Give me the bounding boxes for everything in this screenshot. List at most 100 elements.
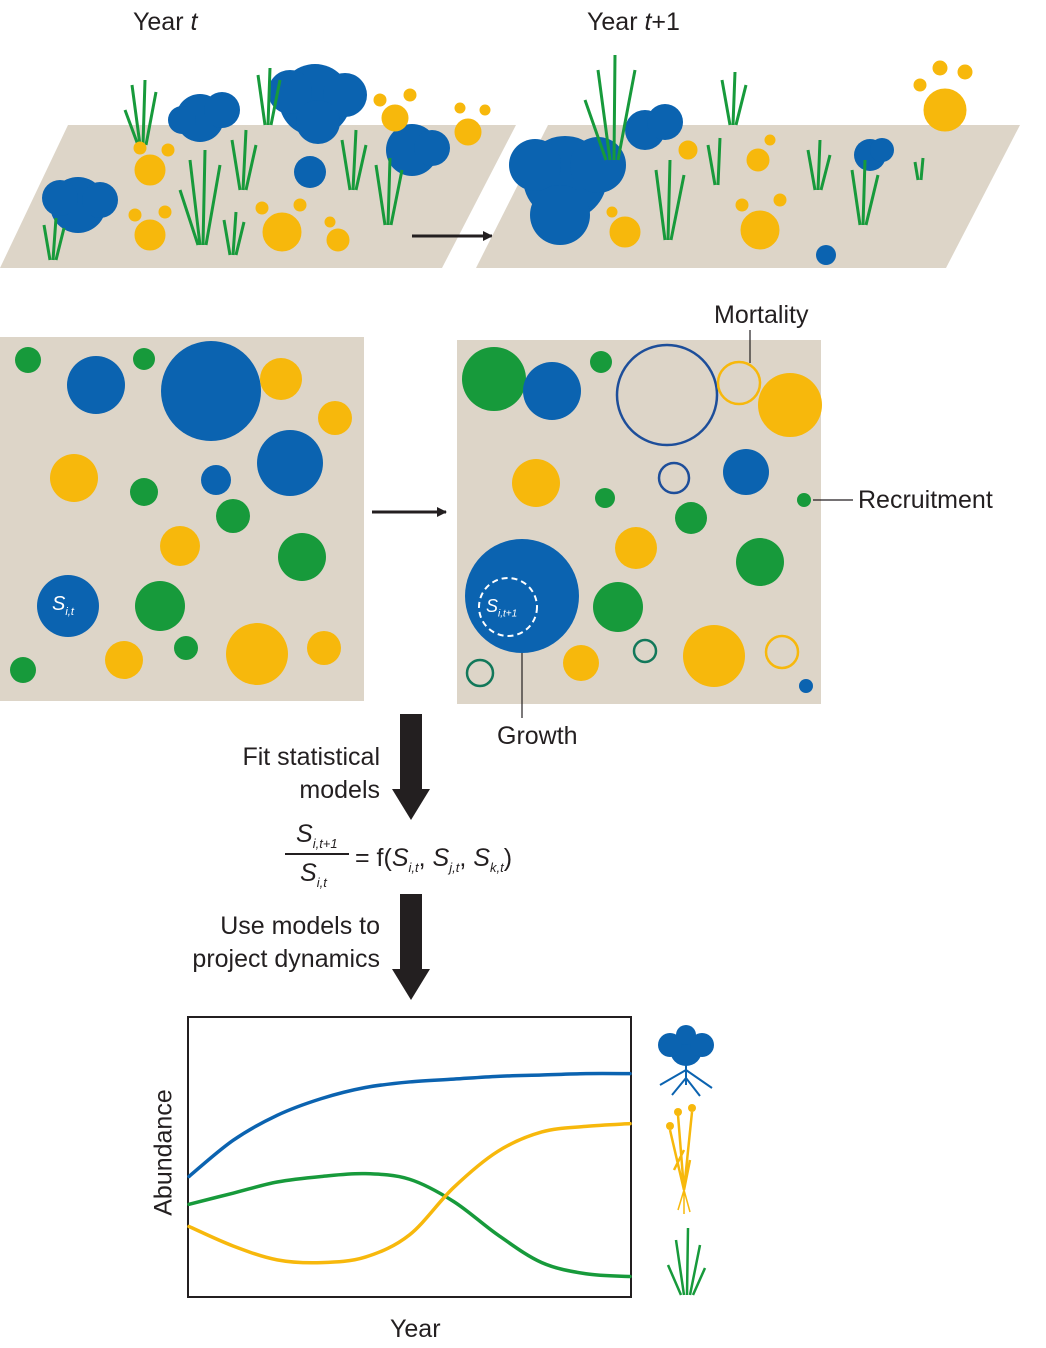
yellow-forbs-year-t [128,88,491,252]
size-t1-symbol: S [486,596,499,616]
mortality-circle-yellow-small [764,634,800,670]
circles-year-t [10,341,352,685]
circle [130,478,158,506]
circle [226,623,288,685]
formula-arg2: S [432,844,450,872]
formula-equals-f: = f( [355,844,392,872]
circle [50,454,98,502]
circle [758,373,822,437]
circle [278,533,326,581]
formula-arg2-sub: j,t [449,860,460,875]
series-line-3 [187,1121,632,1265]
growth-circle [465,539,579,653]
formula-numerator-subscript: i,t+1 [312,836,338,851]
abundance-chart [187,1016,632,1298]
circle [216,499,250,533]
use-models-label: Use models to project dynamics [130,910,380,976]
green-grass-icon [666,1227,707,1296]
formula-numerator: Si,t+1 [296,820,338,851]
year-t-prefix: Year [133,8,191,36]
plot-year-t1-illustration [476,54,1020,268]
circle [683,625,745,687]
circle [135,581,185,631]
green-grasses-year-t [42,67,404,261]
formula-comma1: , [418,844,433,872]
circle [675,502,707,534]
circle [201,465,231,495]
leader-lines [521,330,853,718]
size-label-year-t1: Si,t+1 [486,597,517,620]
mortality-circle-green-small [465,658,495,688]
formula-numerator-symbol: S [296,820,313,848]
circle [105,641,143,679]
year-t1-prefix: Year [587,8,645,36]
formula-arg1-sub: i,t [408,860,419,875]
formula-rhs: = f(Si,t, Sj,t, Sk,t) [355,844,513,875]
circle [615,527,657,569]
circle [593,582,643,632]
circle [307,631,341,665]
circles-year-t1 [462,343,822,693]
circle [523,362,581,420]
series-layer [187,1071,632,1279]
circle [799,679,813,693]
formula-denominator-subscript: i,t [316,875,327,890]
circle [595,488,615,508]
circle [512,459,560,507]
green-grasses-year-t1 [583,54,925,241]
circle [590,351,612,373]
formula-comma2: , [459,844,474,872]
mortality-circle-green [632,638,658,664]
circle [133,348,155,370]
recruitment-circle [797,493,811,507]
circle [174,636,198,660]
year-t1-label: Year t+1 [587,10,680,35]
use-models-line2: project dynamics [192,945,380,973]
chart-frame [187,1016,632,1298]
formula-fraction-bar [285,853,349,855]
mortality-circle-large [615,343,719,447]
circle [318,401,352,435]
use-models-line1: Use models to [220,912,380,940]
yellow-forbs-year-t1 [606,60,973,250]
formula-close: ) [503,844,513,872]
circle [15,347,41,373]
formula-denominator-symbol: S [300,859,317,887]
year-t1-var: t [644,8,652,36]
mortality-circle-yellow [716,360,762,406]
mortality-label: Mortality [714,301,809,329]
fit-models-line1: Fit statistical [242,743,380,771]
yellow-forb-icon [666,1104,696,1214]
fit-models-line2: models [299,776,380,804]
circle [563,645,599,681]
formula-arg3: S [473,844,490,872]
size-t1-subscript: i,t+1 [498,608,518,620]
size-label-year-t: Si,t [52,594,74,618]
project-dynamics-arrow [392,894,430,1000]
circle [10,657,36,683]
plot-year-t-illustration [0,64,516,268]
year-t1-suffix: +1 [651,8,680,36]
circle [37,575,99,637]
circle [67,356,125,414]
mortality-circle-small [657,461,691,495]
size-t-subscript: i,t [65,606,74,618]
chart-ylabel: Abundance [149,1089,178,1216]
circle [160,526,200,566]
fit-models-label: Fit statistical models [180,741,380,807]
blue-shrub-icon [658,1025,714,1097]
formula-denominator: Si,t [300,859,327,890]
ground-plane-year-t [0,125,516,268]
series-line-2 [187,1171,632,1279]
circle [723,449,769,495]
circle [736,538,784,586]
recruitment-label: Recruitment [858,486,993,514]
growth-previous-size [478,577,538,637]
series-line-1 [187,1071,632,1179]
year-t-var: t [190,8,198,36]
circle [257,430,323,496]
circle [260,358,302,400]
circle [161,341,261,441]
year-t-label: Year t [133,10,197,35]
